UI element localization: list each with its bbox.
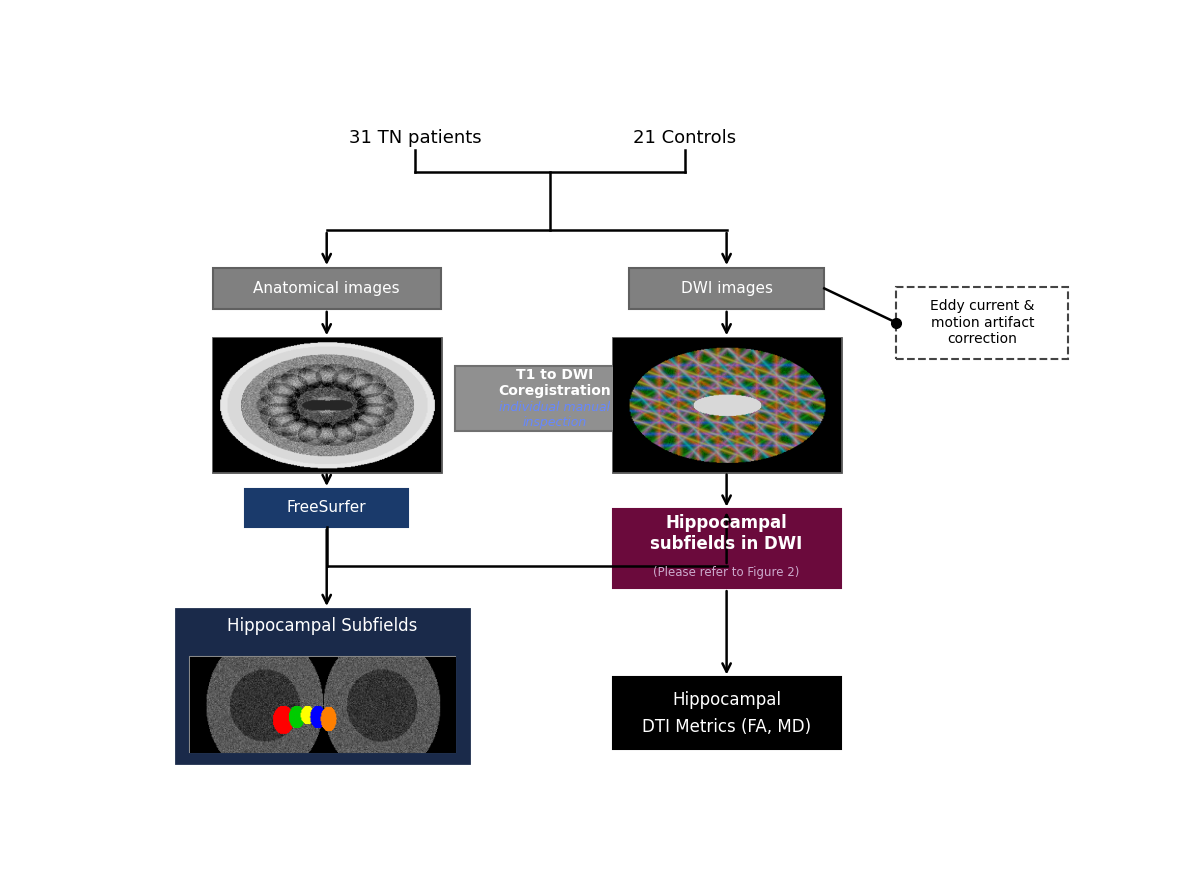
Text: Hippocampal: Hippocampal: [672, 691, 781, 708]
Text: Eddy current &
motion artifact
correction: Eddy current & motion artifact correctio…: [930, 299, 1034, 346]
Text: DWI images: DWI images: [680, 281, 773, 295]
Text: FreeSurfer: FreeSurfer: [287, 500, 366, 515]
FancyBboxPatch shape: [629, 268, 824, 309]
FancyBboxPatch shape: [190, 657, 455, 752]
FancyBboxPatch shape: [245, 489, 408, 527]
FancyBboxPatch shape: [455, 366, 654, 431]
Text: 21 Controls: 21 Controls: [634, 129, 737, 147]
Text: Hippocampal
subfields in DWI: Hippocampal subfields in DWI: [650, 514, 803, 554]
Text: DTI Metrics (FA, MD): DTI Metrics (FA, MD): [642, 718, 811, 736]
Text: Anatomical images: Anatomical images: [253, 281, 400, 295]
Text: 31 TN patients: 31 TN patients: [349, 129, 481, 147]
FancyBboxPatch shape: [212, 268, 440, 309]
FancyBboxPatch shape: [613, 677, 840, 749]
Text: (Please refer to Figure 2): (Please refer to Figure 2): [654, 566, 799, 579]
FancyBboxPatch shape: [896, 287, 1068, 359]
FancyBboxPatch shape: [212, 338, 440, 472]
Text: Hippocampal Subfields: Hippocampal Subfields: [227, 617, 418, 635]
Text: T1 to DWI
Coregistration: T1 to DWI Coregistration: [498, 368, 611, 398]
FancyBboxPatch shape: [613, 338, 840, 472]
FancyBboxPatch shape: [175, 609, 468, 763]
FancyBboxPatch shape: [613, 509, 840, 588]
Text: individual manual
inspection: individual manual inspection: [499, 401, 610, 429]
